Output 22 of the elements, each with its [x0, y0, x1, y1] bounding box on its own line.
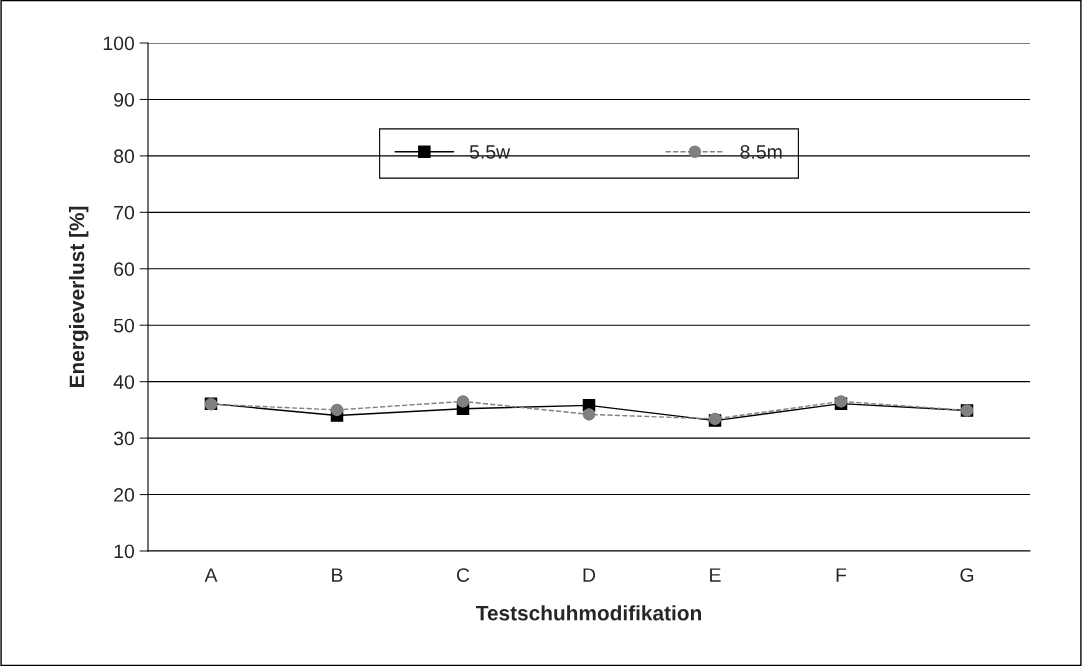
point [330, 403, 344, 417]
y-axis-title: Energieverlust [%] [68, 206, 89, 388]
y-tick-label: 30 [113, 431, 135, 446]
y-tick-label: 10 [114, 544, 135, 559]
y-tick-label: 80 [114, 149, 135, 164]
y-tick-label: 40 [113, 375, 135, 389]
x-tick-label: F [836, 568, 847, 582]
x-tick-label: C [456, 568, 470, 582]
y-tick-label: 50 [113, 318, 135, 333]
y-tick-label: 20 [114, 488, 135, 502]
x-tick-label: E [710, 568, 721, 582]
y-tick-label: 100 [103, 36, 135, 51]
x-tick-label: D [583, 568, 596, 582]
x-tick-label: G [960, 568, 974, 582]
y-tick-label: 60 [114, 262, 135, 277]
x-tick-label: A [204, 568, 218, 582]
x-tick-label: B [332, 568, 343, 582]
point [456, 395, 470, 408]
point [582, 408, 596, 421]
y-tick-label: 90 [114, 92, 135, 107]
x-axis-title: Testschuhmodifikation [476, 605, 701, 621]
y-tick-label: 70 [114, 205, 135, 220]
